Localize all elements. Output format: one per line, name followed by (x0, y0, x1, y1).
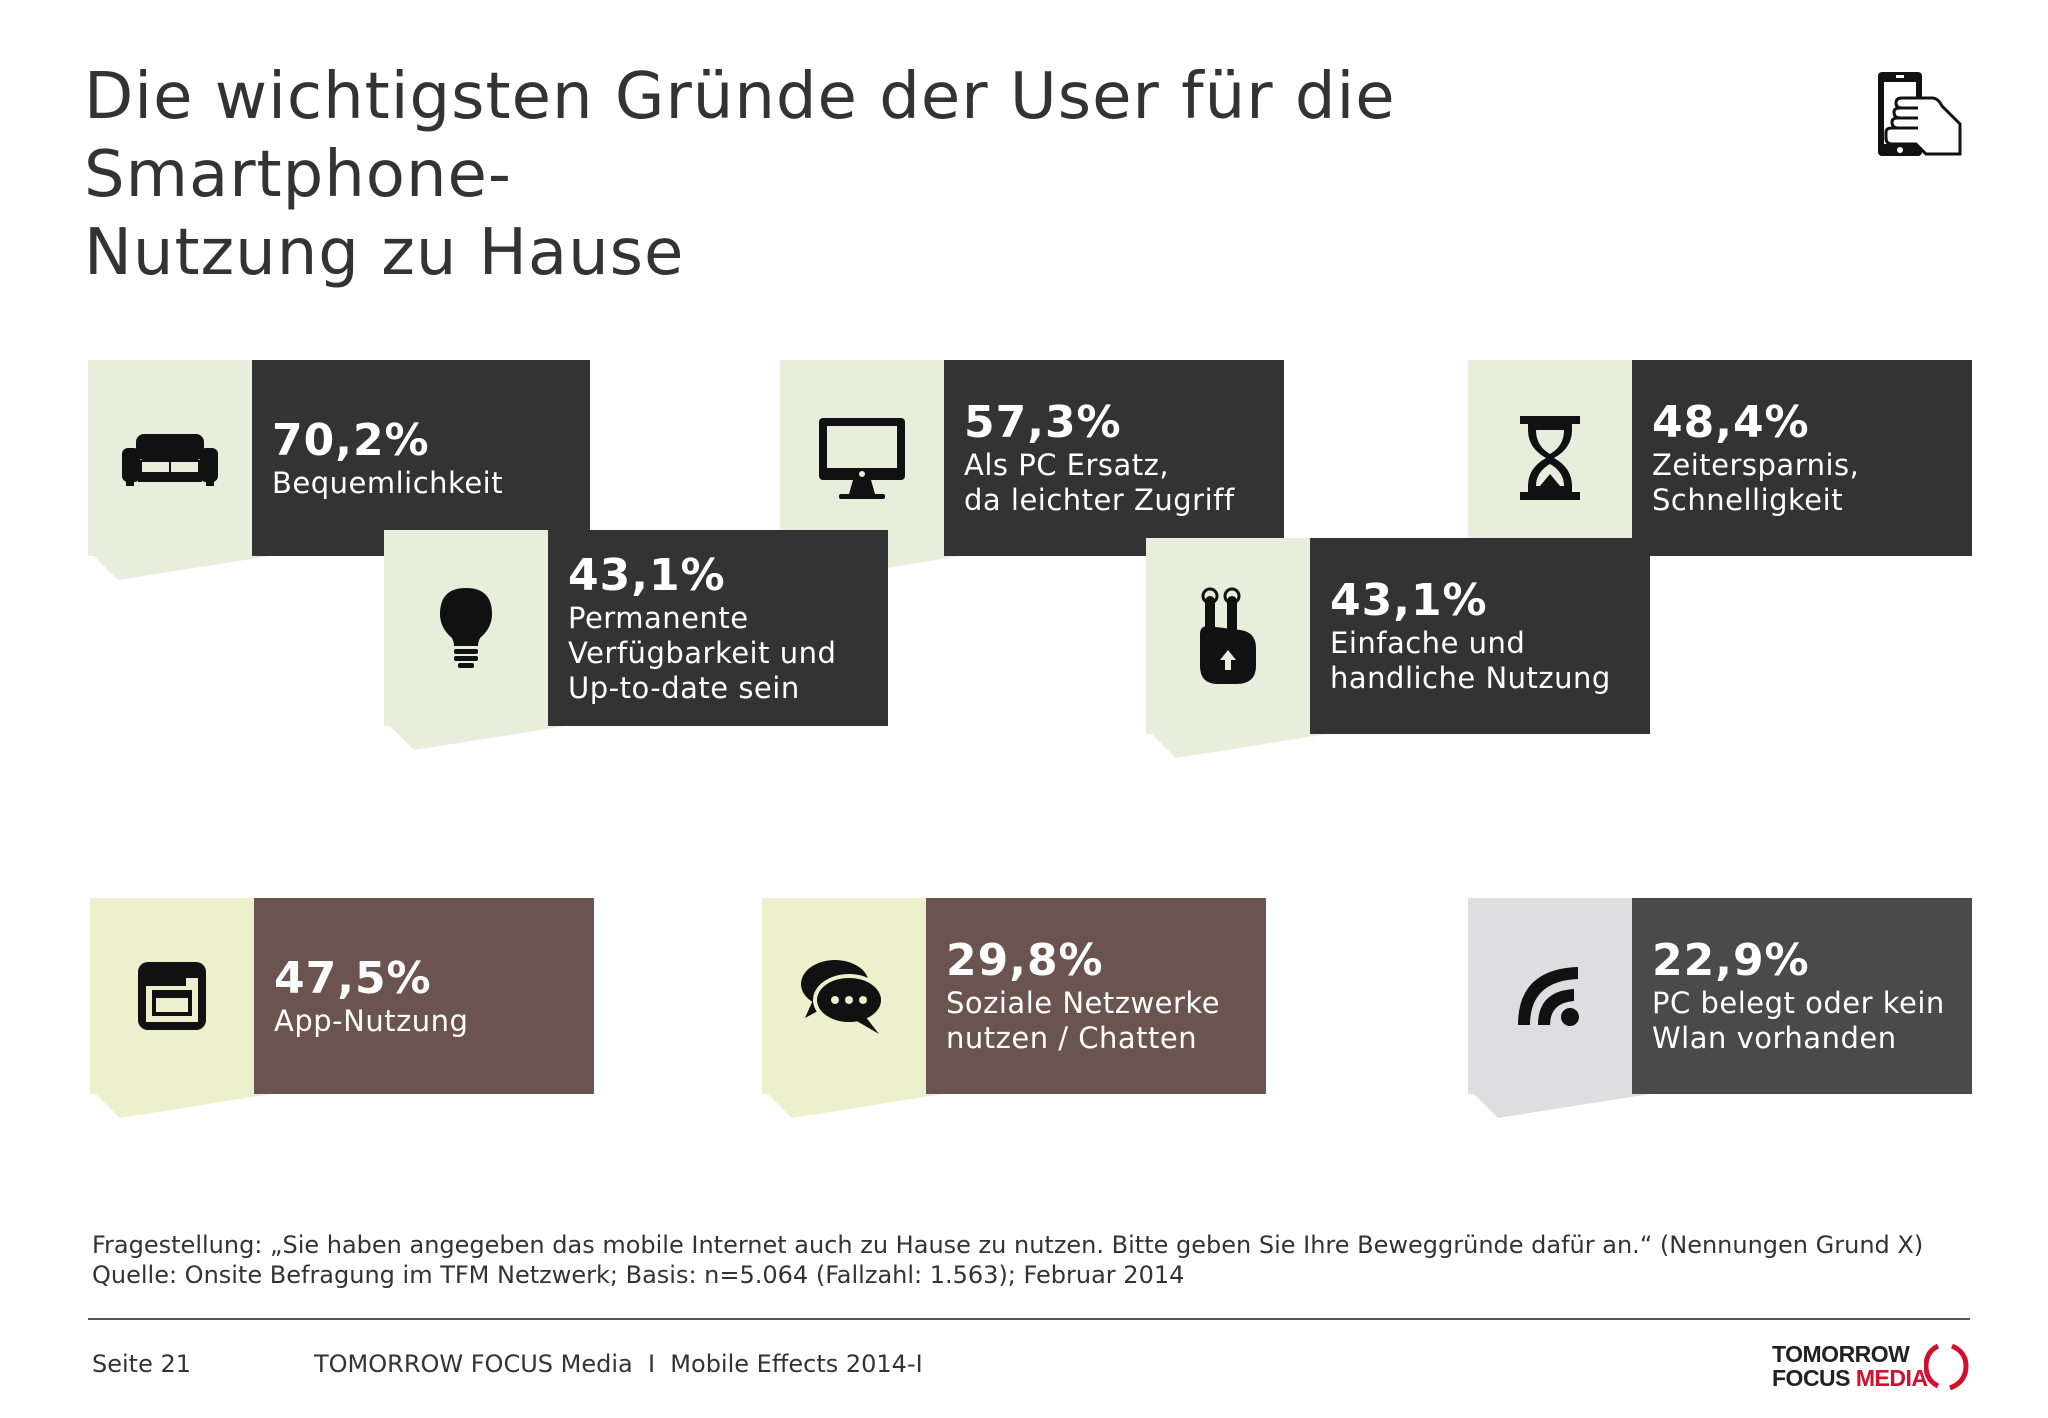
text-box: 47,5% App-Nutzung (254, 898, 594, 1094)
monitor-icon (819, 418, 905, 499)
speech-tail (762, 1088, 982, 1118)
sofa-icon (122, 434, 218, 486)
percent-value: 47,5% (274, 952, 432, 1004)
logo-line-2: FOCUS MEDIA (1772, 1366, 1928, 1390)
logo-arc-icon (1924, 1343, 1969, 1390)
page-number: Seite 21 (92, 1350, 192, 1378)
footer-divider (88, 1318, 1970, 1320)
speech-tail (90, 1088, 310, 1118)
logo-line-1: TOMORROW (1772, 1341, 1910, 1367)
reason-label: Permanente Verfügbarkeit und Up-to-date … (568, 600, 837, 705)
icon-box (90, 898, 254, 1094)
text-box: 43,1% Permanente Verfügbarkeit und Up-to… (548, 530, 888, 726)
percent-value: 43,1% (568, 549, 726, 601)
percent-value: 48,4% (1652, 397, 1810, 448)
footnote: Fragestellung: „Sie haben angegeben das … (92, 1230, 1992, 1290)
title-line-2: Nutzung zu Hause (84, 216, 685, 290)
two-finger-hand-icon (1200, 587, 1256, 684)
percent-value: 29,8% (946, 935, 1104, 986)
reason-label: PC belegt oder kein Wlan vorhanden (1652, 986, 1945, 1055)
text-box: 43,1% Einfache und handliche Nutzung (1310, 538, 1650, 734)
reason-label: Als PC Ersatz, da leichter Zugriff (964, 448, 1235, 517)
reason-label: Soziale Netzwerke nutzen / Chatten (946, 986, 1221, 1055)
title-line-1: Die wichtigsten Gründe der User für die … (84, 60, 1396, 212)
reason-label: Bequemlichkeit (272, 465, 504, 500)
text-box: 22,9% PC belegt oder kein Wlan vorhanden (1632, 898, 1972, 1094)
hourglass-icon (1520, 416, 1580, 500)
logo-focus: FOCUS (1772, 1365, 1851, 1391)
percent-value: 43,1% (1330, 575, 1488, 626)
wifi-icon (1518, 967, 1579, 1026)
icon-box (780, 360, 944, 556)
text-box: 29,8% Soziale Netzwerke nutzen / Chatten (926, 898, 1266, 1094)
speech-tail (384, 720, 604, 750)
app-window-icon (138, 962, 206, 1030)
text-box: 48,4% Zeitersparnis, Schnelligkeit (1632, 360, 1972, 556)
page-title: Die wichtigsten Gründe der User für die … (84, 58, 1804, 292)
speech-tail (88, 550, 308, 580)
tomorrow-focus-media-logo: TOMORROW FOCUS MEDIA (1772, 1340, 1972, 1396)
smartphone-hand-icon (1878, 72, 1962, 156)
percent-value: 57,3% (964, 397, 1122, 448)
reason-label: Einfache und handliche Nutzung (1330, 626, 1611, 695)
text-box: 57,3% Als PC Ersatz, da leichter Zugriff (944, 360, 1284, 556)
logo-media: MEDIA (1855, 1365, 1928, 1391)
speech-tail (1146, 728, 1366, 758)
speech-tail (1468, 1088, 1688, 1118)
reason-label: Zeitersparnis, Schnelligkeit (1652, 448, 1860, 517)
percent-value: 22,9% (1652, 935, 1810, 986)
question-text: Fragestellung: „Sie haben angegeben das … (92, 1231, 1924, 1259)
reason-label: App-Nutzung (274, 1003, 469, 1038)
lightbulb-icon (440, 588, 492, 668)
icon-box (88, 360, 252, 556)
icon-box (762, 898, 926, 1094)
source-text: Quelle: Onsite Befragung im TFM Netzwerk… (92, 1261, 1185, 1289)
publication-line: TOMORROW FOCUS Media I Mobile Effects 20… (314, 1350, 923, 1378)
text-box: 70,2% Bequemlichkeit (252, 360, 590, 556)
percent-value: 70,2% (272, 414, 430, 466)
icon-box (1146, 538, 1310, 734)
icon-box (1468, 360, 1632, 556)
icon-box (1468, 898, 1632, 1094)
icon-box (384, 530, 548, 726)
chat-bubbles-icon (801, 960, 885, 1034)
